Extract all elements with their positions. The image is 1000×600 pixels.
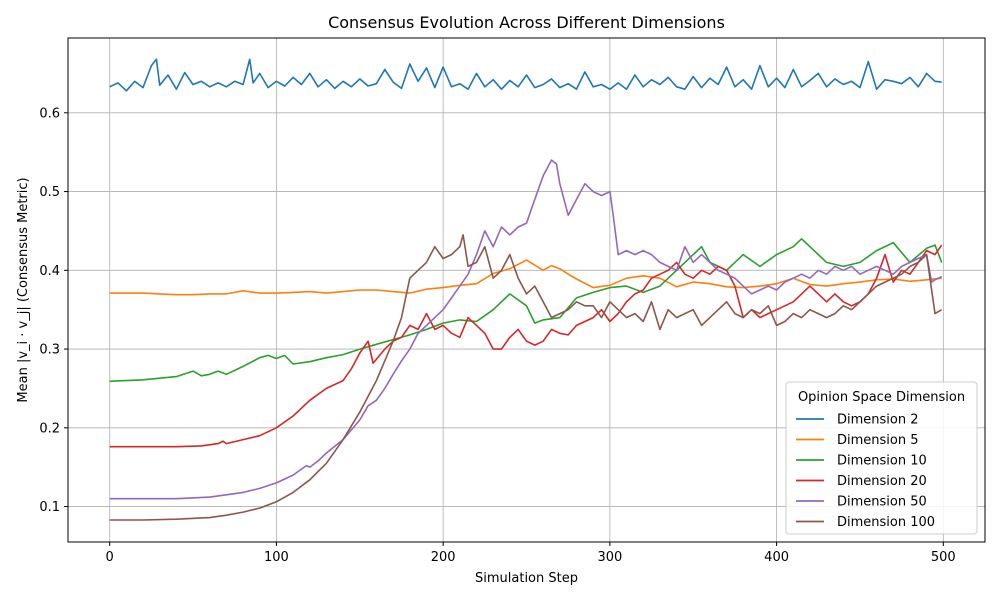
x-tick-label: 400: [764, 550, 789, 565]
y-tick-label: 0.2: [39, 421, 60, 436]
x-tick-label: 300: [597, 550, 622, 565]
chart-title: Consensus Evolution Across Different Dim…: [328, 13, 725, 32]
legend-box: [785, 381, 978, 535]
series-line-1: [109, 58, 942, 92]
legend-label: Dimension 20: [837, 474, 927, 489]
x-tick-label: 500: [931, 550, 956, 565]
x-tick-label: 200: [431, 550, 456, 565]
x-tick-label: 0: [106, 550, 114, 565]
x-axis: 0 100 200 300 400 500: [106, 542, 956, 565]
legend: Opinion Space Dimension Dimension 2 Dimens…: [785, 381, 978, 535]
legend-label: Dimension 50: [837, 495, 927, 510]
series-line-3: [109, 238, 943, 383]
legend-title: Opinion Space Dimension: [798, 390, 965, 405]
y-axis: 0.1 0.2 0.3 0.4 0.5 0.6: [39, 106, 68, 515]
y-tick-label: 0.3: [39, 343, 60, 358]
y-tick-label: 0.4: [39, 264, 60, 279]
series-line-4: [109, 244, 943, 448]
y-tick-label: 0.1: [39, 500, 60, 515]
y-axis-label: Mean |v_i · v_j| (Consensus Metric): [16, 177, 31, 402]
series-line-2: [109, 259, 942, 296]
plot-frame: [67, 37, 986, 543]
series-line-6: [109, 234, 943, 521]
legend-label: Dimension 100: [837, 515, 935, 530]
legend-label: Dimension 2: [837, 413, 919, 428]
y-tick-label: 0.6: [39, 106, 60, 121]
x-axis-label: Simulation Step: [475, 571, 578, 586]
series-lines: [109, 58, 943, 521]
legend-label: Dimension 5: [837, 433, 919, 448]
y-tick-label: 0.5: [39, 185, 60, 200]
legend-label: Dimension 10: [837, 454, 927, 469]
x-tick-label: 100: [264, 550, 289, 565]
series-line-5: [109, 159, 943, 500]
